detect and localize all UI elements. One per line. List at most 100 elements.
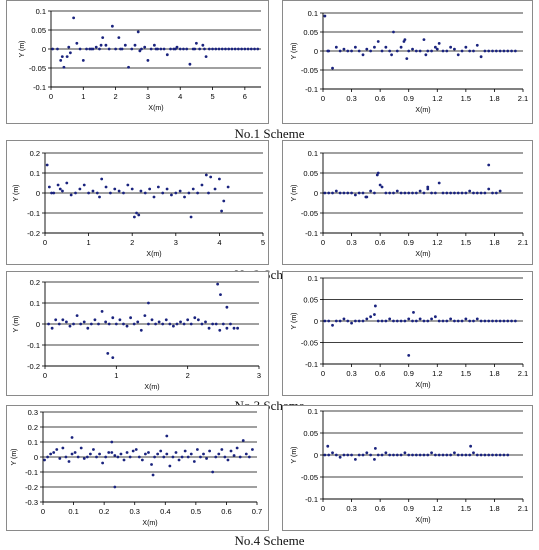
data-point xyxy=(177,458,181,462)
x-tick-label: 1 xyxy=(87,238,91,247)
data-point xyxy=(183,195,186,199)
x-tick-label: 0.6 xyxy=(221,507,231,516)
x-tick-label: 2.1 xyxy=(518,238,528,247)
data-point xyxy=(373,447,377,450)
y-tick-label: -0.1 xyxy=(33,83,46,92)
data-point xyxy=(175,322,179,326)
data-point xyxy=(433,191,437,195)
data-point xyxy=(251,448,254,451)
x-tick-label: 0 xyxy=(43,371,47,380)
data-point xyxy=(117,189,121,193)
data-point xyxy=(456,453,460,457)
data-point xyxy=(78,47,82,51)
data-point xyxy=(331,191,334,195)
data-point xyxy=(510,49,513,53)
data-point xyxy=(350,49,353,53)
data-point xyxy=(491,191,494,195)
y-tick-label: 0.3 xyxy=(28,408,38,417)
data-point xyxy=(149,47,153,51)
data-point xyxy=(187,191,191,195)
data-point xyxy=(247,455,251,459)
data-point xyxy=(460,319,464,323)
data-point xyxy=(361,53,365,57)
data-point xyxy=(107,322,111,326)
y-tick-label: 0.05 xyxy=(303,28,318,37)
data-point xyxy=(364,195,368,199)
data-point xyxy=(107,47,111,51)
data-point xyxy=(70,436,74,439)
data-point xyxy=(487,453,491,457)
data-point xyxy=(253,47,256,51)
chart-panel-1-left: 0.1 0.05 0 -0.05 -0.1 0 1 2 3 4 5 6 X(m) Y (m) xyxy=(6,0,269,124)
y-tick-label: -0.05 xyxy=(301,209,318,218)
x-tick-label: 1.8 xyxy=(489,369,499,378)
data-point xyxy=(388,453,392,457)
data-point xyxy=(164,318,168,322)
data-point xyxy=(392,453,395,457)
data-point xyxy=(47,322,50,326)
x-tick-label: 0.7 xyxy=(252,507,262,516)
data-point xyxy=(45,163,49,167)
data-point xyxy=(199,455,202,459)
data-point xyxy=(331,323,334,327)
data-point xyxy=(207,47,211,51)
x-tick-label: 0.5 xyxy=(191,507,201,516)
x-tick-label: 1.2 xyxy=(432,504,442,513)
data-point xyxy=(422,453,426,457)
data-point xyxy=(172,324,175,328)
data-point xyxy=(491,319,494,323)
data-point xyxy=(104,43,108,47)
data-point xyxy=(174,191,178,195)
data-point xyxy=(154,322,157,326)
data-point xyxy=(460,191,464,195)
data-point xyxy=(61,446,65,450)
data-point xyxy=(165,187,169,191)
data-point xyxy=(218,177,221,181)
data-point xyxy=(487,319,491,323)
data-point xyxy=(491,453,494,457)
data-point xyxy=(437,181,441,185)
x-tick-label: 1.5 xyxy=(461,504,471,513)
data-point xyxy=(246,47,250,51)
data-point xyxy=(49,452,53,456)
y-axis-label: Y (m) xyxy=(19,41,26,58)
data-point xyxy=(219,293,222,296)
data-point xyxy=(207,191,210,195)
data-point xyxy=(179,320,182,324)
data-point xyxy=(214,47,218,51)
data-point xyxy=(107,451,111,454)
data-point xyxy=(93,318,97,322)
x-tick-label: 1.2 xyxy=(432,94,442,103)
data-point xyxy=(369,189,373,193)
data-point xyxy=(365,47,369,51)
y-tick-label: -0.2 xyxy=(27,362,40,371)
y-tick-label: 0.05 xyxy=(303,429,318,438)
data-point xyxy=(74,191,77,195)
data-point xyxy=(111,356,115,359)
data-point xyxy=(110,24,114,28)
data-point xyxy=(435,47,439,51)
data-point xyxy=(220,47,224,51)
data-point xyxy=(101,36,105,39)
data-point xyxy=(468,453,472,457)
y-tick-label: 0.2 xyxy=(30,278,40,287)
data-point xyxy=(75,314,79,317)
data-point xyxy=(143,191,147,195)
data-point xyxy=(456,319,460,323)
y-tick-label: -0.1 xyxy=(25,468,38,477)
data-point xyxy=(227,47,231,51)
data-point xyxy=(338,191,342,195)
data-point xyxy=(165,434,169,438)
data-point xyxy=(62,65,66,69)
data-point xyxy=(449,453,453,457)
y-tick-label: -0.05 xyxy=(301,473,318,482)
y-tick-label: 0 xyxy=(314,317,318,326)
data-point xyxy=(430,317,433,321)
data-point xyxy=(137,455,141,459)
data-point xyxy=(453,319,456,323)
y-axis-label: Y (m) xyxy=(13,185,20,202)
data-point xyxy=(437,42,441,45)
x-tick-label: 2.1 xyxy=(518,94,528,103)
x-tick-label: 2 xyxy=(130,238,134,247)
data-point xyxy=(334,319,338,323)
